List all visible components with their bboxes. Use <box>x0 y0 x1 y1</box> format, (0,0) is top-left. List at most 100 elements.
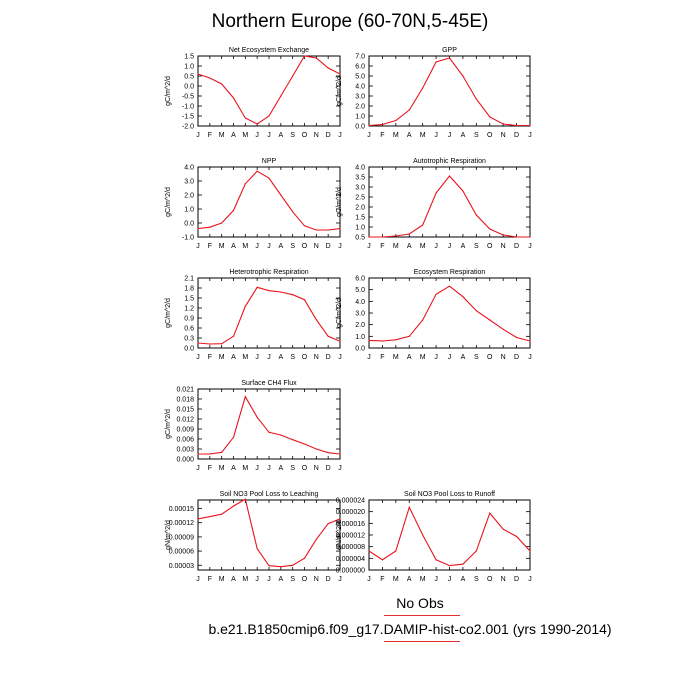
series-line <box>197 286 341 345</box>
x-tick-label: S <box>474 132 479 139</box>
y-tick-label: 1.2 <box>184 306 194 313</box>
data-point <box>209 226 211 228</box>
y-tick-label: 0.00009 <box>169 534 194 541</box>
y-tick-label: 1.0 <box>355 114 365 121</box>
y-tick-label: 0.0 <box>355 346 365 353</box>
data-point <box>209 77 211 79</box>
data-point <box>339 518 341 520</box>
x-tick-label: J <box>255 465 259 472</box>
data-point <box>197 518 199 520</box>
series-line <box>369 175 530 238</box>
x-tick-label: J <box>196 354 200 361</box>
plot-frame <box>368 166 531 238</box>
data-point <box>515 124 518 127</box>
data-point <box>408 506 410 508</box>
x-tick-label: J <box>255 576 259 583</box>
chart-title: NPP <box>262 158 277 165</box>
data-point <box>408 109 410 111</box>
data-point <box>435 61 437 63</box>
data-point <box>529 550 531 552</box>
data-point <box>221 222 223 224</box>
x-tick-label: N <box>501 354 506 361</box>
chart-panel: Ecosystem Respiration gC/m^2/d J F M A M J J A S O N… <box>336 269 532 361</box>
y-tick-label: 0.006 <box>176 437 194 444</box>
y-tick-label: 1.0 <box>355 225 365 232</box>
x-tick-label: A <box>407 576 412 583</box>
y-tick-label: 0.000024 <box>336 498 365 505</box>
y-tick-label: 0.018 <box>176 397 194 404</box>
data-point <box>435 559 437 561</box>
x-tick-label: J <box>448 243 452 250</box>
data-point <box>489 228 491 230</box>
data-point <box>368 339 370 342</box>
data-point <box>280 95 282 97</box>
x-tick-label: F <box>380 132 384 139</box>
x-tick-label: M <box>219 465 225 472</box>
x-tick-label: J <box>196 132 200 139</box>
y-tick-label: 2.0 <box>355 322 365 329</box>
y-tick-label: 1.5 <box>355 215 365 222</box>
x-tick-label: O <box>487 132 493 139</box>
x-tick-label: A <box>231 576 236 583</box>
data-point <box>280 566 282 568</box>
plot-frame <box>197 499 341 571</box>
data-point <box>368 124 370 127</box>
chart-title: Ecosystem Respiration <box>414 269 486 276</box>
x-tick-label: F <box>208 243 212 250</box>
data-point <box>435 293 437 295</box>
x-tick-label: J <box>528 576 532 583</box>
data-point <box>256 170 258 172</box>
data-point <box>462 190 464 192</box>
data-point <box>339 228 341 230</box>
data-point <box>462 296 464 298</box>
data-point <box>422 224 424 226</box>
data-point <box>381 340 384 342</box>
chart-title: Net Ecosystem Exchange <box>229 47 309 54</box>
y-tick-label: 0.9 <box>184 316 194 323</box>
y-tick-label: 4.0 <box>355 299 365 306</box>
data-point <box>395 550 397 552</box>
y-tick-label: 6.0 <box>355 276 365 283</box>
data-point <box>292 211 294 213</box>
data-point <box>462 563 464 565</box>
x-tick-label: N <box>501 132 506 139</box>
x-tick-label: J <box>196 465 200 472</box>
data-point <box>268 565 270 567</box>
data-point <box>475 310 477 312</box>
data-point <box>489 512 491 514</box>
x-tick-label: D <box>326 465 331 472</box>
x-tick-label: F <box>208 576 212 583</box>
x-tick-label: O <box>302 465 308 472</box>
data-point <box>292 439 294 441</box>
data-point <box>475 550 477 552</box>
y-tick-label: -1.5 <box>182 114 194 121</box>
data-point <box>422 534 424 536</box>
y-tick-label: 0.000016 <box>336 521 365 528</box>
series-line <box>197 498 341 568</box>
y-tick-label: 1.0 <box>355 334 365 341</box>
x-tick-label: N <box>314 243 319 250</box>
x-tick-label: F <box>380 354 384 361</box>
x-tick-label: J <box>255 243 259 250</box>
data-point <box>381 559 384 561</box>
x-tick-label: S <box>290 576 295 583</box>
data-point <box>197 342 199 344</box>
x-tick-label: J <box>267 132 271 139</box>
x-tick-label: O <box>302 132 308 139</box>
x-tick-label: M <box>219 354 225 361</box>
x-tick-label: J <box>528 132 532 139</box>
data-point <box>529 236 531 238</box>
y-axis-label: gN/m^2/d <box>165 520 172 550</box>
y-tick-label: 1.5 <box>184 54 194 61</box>
x-tick-label: M <box>393 354 399 361</box>
series-line <box>368 505 531 567</box>
x-tick-label: A <box>461 243 466 250</box>
data-point <box>268 177 270 179</box>
data-point <box>315 319 317 321</box>
x-tick-label: S <box>474 354 479 361</box>
y-tick-label: 2.1 <box>184 276 194 283</box>
x-tick-label: N <box>501 576 506 583</box>
legend-rule-top <box>384 615 460 616</box>
